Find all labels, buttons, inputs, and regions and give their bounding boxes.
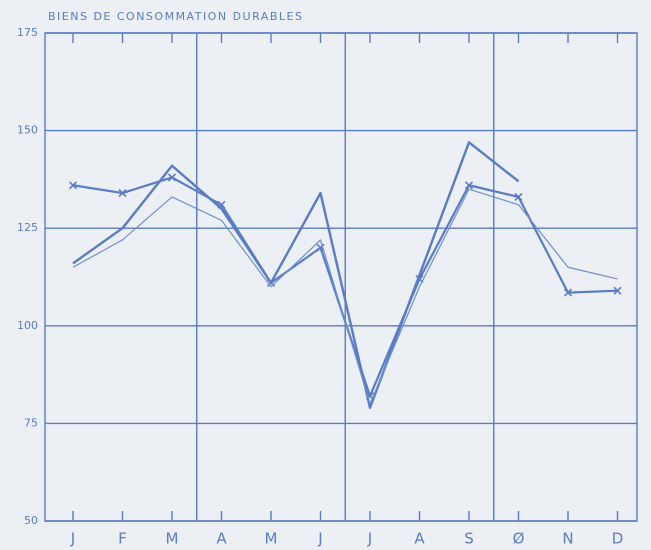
- y-tick-label: 150: [17, 124, 38, 137]
- point-marker: [167, 173, 177, 182]
- y-tick-label: 50: [24, 514, 38, 527]
- point-marker: [316, 243, 325, 252]
- x-tick-label: S: [464, 530, 474, 548]
- x-tick-label: J: [367, 530, 372, 548]
- y-tick-label: 175: [17, 26, 38, 39]
- y-tick-label: 125: [17, 221, 38, 234]
- x-tick-label: A: [414, 530, 425, 548]
- point-marker: [118, 188, 127, 198]
- x-tick-label: F: [118, 530, 127, 548]
- y-tick-label: 75: [24, 416, 38, 429]
- x-tick-label: M: [265, 530, 278, 548]
- point-marker: [514, 192, 523, 202]
- series-line: [72, 188, 618, 405]
- x-tick-label: A: [216, 530, 227, 548]
- x-tick-label: D: [612, 530, 624, 548]
- x-tick-label: J: [317, 530, 322, 548]
- chart-title: BIENS DE CONSOMMATION DURABLES: [48, 10, 303, 23]
- point-marker: [464, 181, 474, 190]
- x-tick-label: N: [562, 530, 573, 548]
- series-line: [72, 141, 520, 409]
- x-tick-label: Ø: [513, 530, 525, 548]
- x-tick-label: M: [166, 530, 179, 548]
- x-tick-label: J: [70, 530, 75, 548]
- point-marker: [563, 288, 573, 297]
- point-marker: [68, 181, 78, 190]
- point-marker: [613, 286, 622, 295]
- y-tick-label: 100: [17, 319, 38, 332]
